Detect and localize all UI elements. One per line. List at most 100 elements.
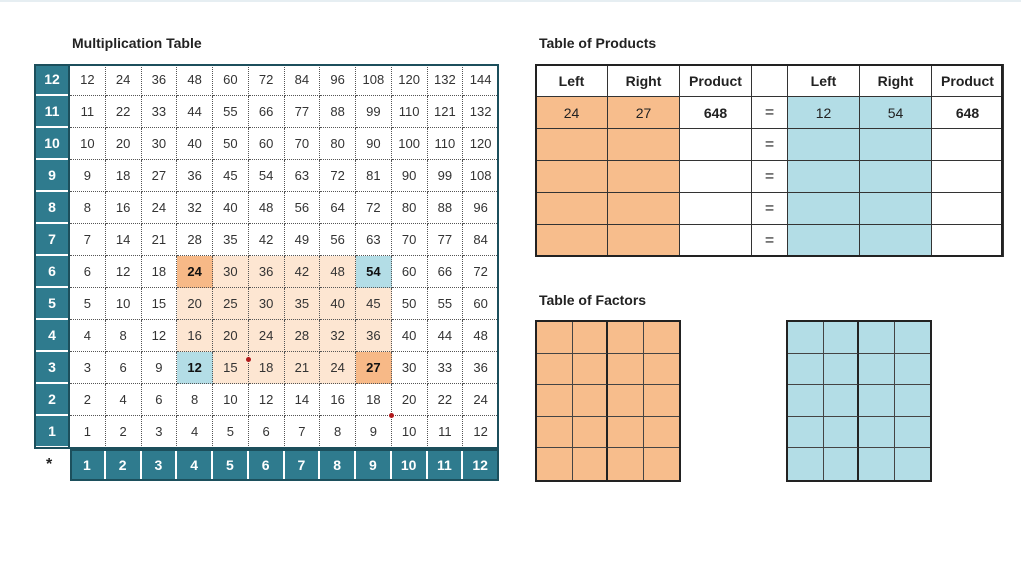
grid-cell[interactable]: 144 [463, 64, 499, 96]
grid-cell[interactable]: 14 [284, 384, 321, 416]
grid-cell[interactable]: 96 [320, 64, 356, 96]
grid-cell[interactable]: 70 [391, 224, 428, 256]
grid-cell[interactable]: 35 [284, 288, 321, 320]
grid-cell[interactable]: 18 [248, 352, 285, 384]
grid-cell[interactable]: 72 [248, 64, 285, 96]
factor-cell[interactable] [894, 385, 930, 417]
grid-cell[interactable]: 24 [320, 352, 356, 384]
grid-cell[interactable]: 80 [391, 192, 428, 224]
right-2-cell[interactable]: 54 [859, 96, 932, 129]
col-label-4[interactable]: 4 [177, 449, 213, 481]
factor-cell[interactable] [608, 353, 644, 386]
grid-cell[interactable]: 21 [284, 352, 321, 384]
factor-cell[interactable] [643, 416, 679, 449]
grid-cell[interactable]: 63 [356, 224, 392, 256]
row-label-7[interactable]: 7 [34, 224, 70, 256]
right-1-cell[interactable] [607, 160, 680, 193]
factor-cell[interactable] [608, 416, 644, 449]
factor-cell[interactable] [608, 385, 644, 417]
factor-cell[interactable] [894, 322, 930, 354]
grid-cell[interactable]: 8 [70, 192, 106, 224]
grid-cell[interactable]: 6 [248, 416, 285, 448]
right-2-cell[interactable] [859, 128, 932, 161]
left-2-cell[interactable] [787, 192, 860, 225]
grid-cell[interactable]: 36 [356, 320, 392, 352]
factor-cell[interactable] [823, 322, 859, 354]
grid-cell[interactable]: 6 [141, 384, 178, 416]
factor-cell[interactable] [537, 322, 573, 354]
grid-cell[interactable]: 88 [320, 96, 356, 128]
grid-cell[interactable]: 40 [320, 288, 356, 320]
grid-cell[interactable]: 10 [70, 128, 106, 160]
factor-cell[interactable] [894, 416, 930, 449]
right-1-cell[interactable]: 27 [607, 96, 680, 129]
factor-cell[interactable] [788, 416, 824, 449]
col-label-11[interactable]: 11 [427, 449, 464, 481]
grid-cell[interactable]: 20 [105, 128, 142, 160]
grid-cell[interactable]: 24 [177, 256, 213, 288]
grid-cell[interactable]: 56 [284, 192, 321, 224]
grid-cell[interactable]: 132 [463, 96, 499, 128]
left-1-cell[interactable] [535, 160, 608, 193]
factor-cell[interactable] [643, 448, 679, 480]
col-label-7[interactable]: 7 [284, 449, 321, 481]
grid-cell[interactable]: 63 [284, 160, 321, 192]
grid-cell[interactable]: 33 [141, 96, 178, 128]
grid-cell[interactable]: 99 [356, 96, 392, 128]
drag-handle-dot[interactable] [245, 357, 251, 362]
grid-cell[interactable]: 84 [284, 64, 321, 96]
col-label-6[interactable]: 6 [248, 449, 285, 481]
grid-cell[interactable]: 54 [356, 256, 392, 288]
factor-cell[interactable] [537, 448, 573, 480]
grid-cell[interactable]: 4 [177, 416, 213, 448]
right-1-cell[interactable] [607, 224, 680, 257]
col-label-8[interactable]: 8 [320, 449, 356, 481]
grid-cell[interactable]: 4 [70, 320, 106, 352]
left-2-cell[interactable] [787, 224, 860, 257]
grid-cell[interactable]: 33 [427, 352, 464, 384]
grid-cell[interactable]: 32 [177, 192, 213, 224]
factor-cell[interactable] [643, 353, 679, 386]
grid-cell[interactable]: 4 [105, 384, 142, 416]
grid-cell[interactable]: 36 [248, 256, 285, 288]
grid-cell[interactable]: 64 [320, 192, 356, 224]
left-1-cell[interactable] [535, 192, 608, 225]
col-label-3[interactable]: 3 [141, 449, 178, 481]
grid-cell[interactable]: 108 [356, 64, 392, 96]
factor-cell[interactable] [823, 416, 859, 449]
grid-cell[interactable]: 108 [463, 160, 499, 192]
factor-cell[interactable] [572, 416, 608, 449]
grid-cell[interactable]: 44 [177, 96, 213, 128]
grid-cell[interactable]: 72 [463, 256, 499, 288]
grid-cell[interactable]: 40 [391, 320, 428, 352]
grid-cell[interactable]: 40 [213, 192, 249, 224]
row-label-5[interactable]: 5 [34, 288, 70, 320]
grid-cell[interactable]: 10 [391, 416, 428, 448]
grid-cell[interactable]: 11 [70, 96, 106, 128]
grid-cell[interactable]: 121 [427, 96, 464, 128]
row-label-6[interactable]: 6 [34, 256, 70, 288]
grid-cell[interactable]: 20 [391, 384, 428, 416]
factor-cell[interactable] [537, 416, 573, 449]
grid-cell[interactable]: 54 [248, 160, 285, 192]
grid-cell[interactable]: 110 [391, 96, 428, 128]
grid-cell[interactable]: 22 [105, 96, 142, 128]
grid-cell[interactable]: 60 [391, 256, 428, 288]
grid-cell[interactable]: 80 [320, 128, 356, 160]
grid-cell[interactable]: 110 [427, 128, 464, 160]
grid-cell[interactable]: 60 [248, 128, 285, 160]
row-label-2[interactable]: 2 [34, 384, 70, 416]
left-2-cell[interactable]: 12 [787, 96, 860, 129]
grid-cell[interactable]: 9 [141, 352, 178, 384]
factor-cell[interactable] [572, 385, 608, 417]
grid-cell[interactable]: 25 [213, 288, 249, 320]
factor-cell[interactable] [788, 322, 824, 354]
left-2-cell[interactable] [787, 160, 860, 193]
grid-cell[interactable]: 6 [105, 352, 142, 384]
grid-cell[interactable]: 48 [177, 64, 213, 96]
grid-cell[interactable]: 72 [320, 160, 356, 192]
grid-cell[interactable]: 15 [213, 352, 249, 384]
grid-cell[interactable]: 8 [105, 320, 142, 352]
grid-cell[interactable]: 12 [70, 64, 106, 96]
grid-cell[interactable]: 36 [463, 352, 499, 384]
